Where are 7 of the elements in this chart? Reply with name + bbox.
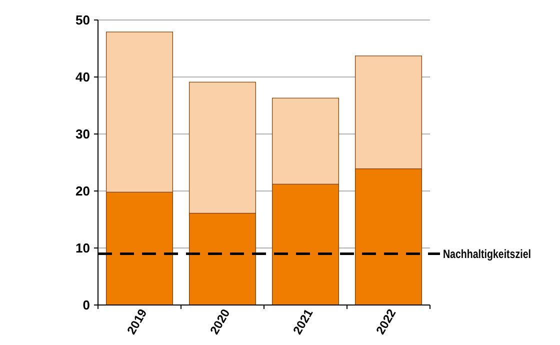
y-tick-label: 0 — [82, 298, 90, 313]
y-tick-label: 40 — [76, 70, 90, 85]
y-tick-label: 50 — [76, 12, 90, 28]
y-tick-label: 10 — [76, 240, 90, 256]
ref-line-label: Nachhaltigkeitsziel — [443, 246, 552, 261]
y-tick-label: 30 — [76, 126, 90, 142]
y-tick-label: 20 — [76, 184, 90, 199]
